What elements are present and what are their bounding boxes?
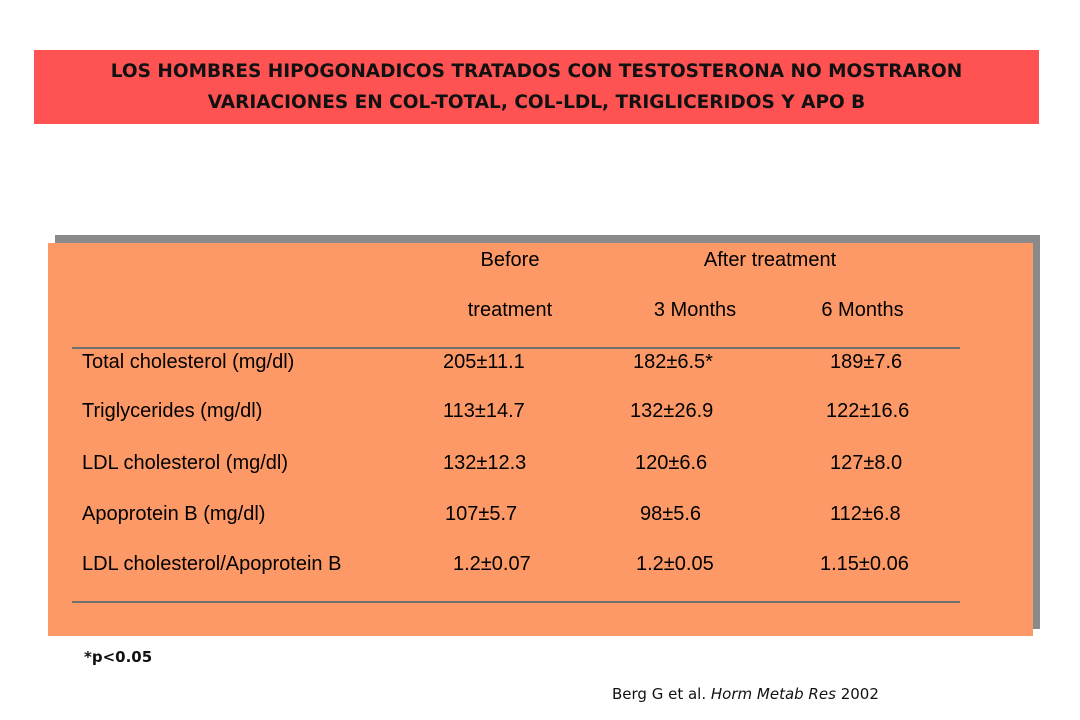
row-6m: 112±6.8 [830,503,901,525]
row-before: 205±11.1 [443,351,525,373]
row-label: Apoprotein B (mg/dl) [82,503,266,525]
row-3m: 98±5.6 [640,503,702,525]
row-3m: 182±6.5* [633,351,713,373]
row-3m: 1.2±0.05 [636,553,714,575]
row-6m: 1.15±0.06 [820,553,909,575]
row-label: LDL cholesterol/Apoprotein B [82,553,342,575]
citation-authors: Berg G et al. [612,685,707,703]
row-6m: 189±7.6 [830,351,903,373]
row-6m: 122±16.6 [826,400,910,422]
row-3m: 120±6.6 [635,452,708,474]
footnote: *p<0.05 [84,648,153,666]
row-label: Total cholesterol (mg/dl) [82,351,295,373]
table-bottom-rule [72,601,960,603]
header-divider [72,347,960,349]
header-3-months: 3 Months [653,299,737,321]
header-after-treatment: After treatment [703,249,837,271]
row-3m: 132±26.9 [630,400,714,422]
row-6m: 127±8.0 [830,452,903,474]
header-6-months: 6 Months [821,299,904,321]
row-before: 1.2±0.07 [453,553,531,575]
citation-year: 2002 [840,685,879,703]
row-before: 132±12.3 [443,452,527,474]
citation: Berg G et al. Horm Metab Res 2002 [612,685,879,703]
header-before-line2: treatment [467,299,553,321]
citation-journal: Horm Metab Res [710,685,836,703]
title-line-2: VARIACIONES EN COL-TOTAL, COL-LDL, TRIGL… [207,92,866,113]
title-banner: LOS HOMBRES HIPOGONADICOS TRATADOS CON T… [34,50,1039,124]
title-line-1: LOS HOMBRES HIPOGONADICOS TRATADOS CON T… [110,61,963,82]
row-before: 107±5.7 [445,503,518,525]
row-label: Triglycerides (mg/dl) [82,400,263,422]
header-before-line1: Before [480,249,540,271]
row-label: LDL cholesterol (mg/dl) [82,452,289,474]
row-before: 113±14.7 [443,400,525,422]
table-panel [48,243,1033,636]
